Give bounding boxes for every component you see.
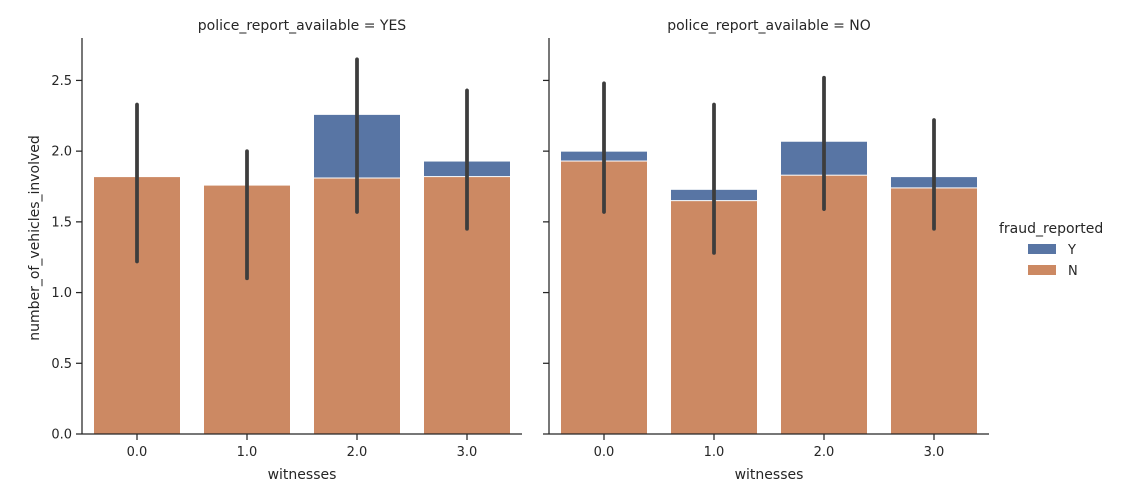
y-axis-label: number_of_vehicles_involved xyxy=(27,135,43,341)
x-tick-label: 1.0 xyxy=(237,445,258,460)
legend-swatch-n xyxy=(1028,265,1056,275)
y-tick-label: 2.0 xyxy=(51,145,72,160)
y-tick-label: 1.5 xyxy=(51,215,72,230)
x-tick-label: 3.0 xyxy=(924,445,945,460)
panel-title: police_report_available = NO xyxy=(667,18,871,34)
x-tick-label: 2.0 xyxy=(347,445,368,460)
y-tick-label: 2.5 xyxy=(51,74,72,89)
y-tick-label: 1.0 xyxy=(51,286,72,301)
x-axis-label: witnesses xyxy=(268,467,337,483)
legend: fraud_reported Y N xyxy=(999,221,1103,279)
panel-police-report-no: police_report_available = NO 0.0 1.0 2.0 3.… xyxy=(543,18,989,483)
bar-n-2.0 xyxy=(780,174,868,435)
y-tick-label: 0.0 xyxy=(51,428,72,443)
x-tick-label: 2.0 xyxy=(814,445,835,460)
x-tick-label: 1.0 xyxy=(704,445,725,460)
x-tick-label: 3.0 xyxy=(457,445,478,460)
x-axis-label: witnesses xyxy=(735,467,804,483)
legend-swatch-y xyxy=(1028,244,1056,254)
legend-label-n: N xyxy=(1068,264,1078,279)
x-tick-label: 0.0 xyxy=(127,445,148,460)
bar-n-2.0 xyxy=(313,177,401,435)
y-tick-label: 0.5 xyxy=(51,357,72,372)
panel-police-report-yes: police_report_available = YES 0.0 0.5 1.0 1… xyxy=(51,18,522,483)
x-tick-label: 0.0 xyxy=(594,445,615,460)
panel-title: police_report_available = YES xyxy=(198,18,407,34)
legend-title: fraud_reported xyxy=(999,221,1103,237)
legend-label-y: Y xyxy=(1067,243,1076,258)
